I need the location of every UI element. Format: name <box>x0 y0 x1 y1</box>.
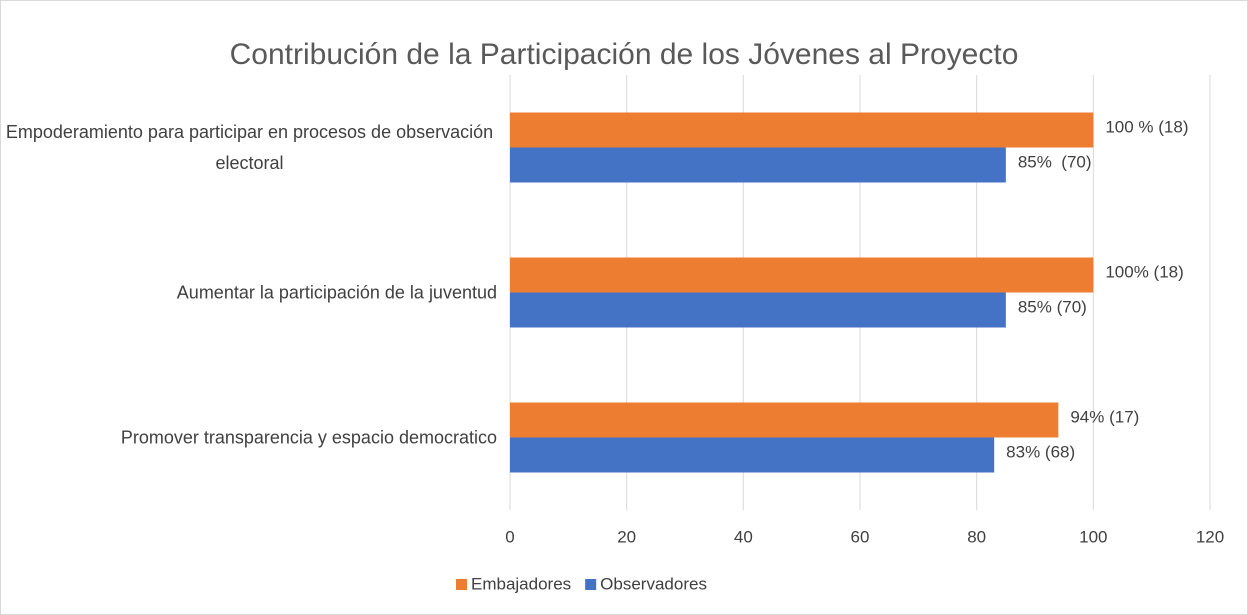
legend-swatch <box>456 579 467 590</box>
data-label: 100 % (18) <box>1105 117 1188 136</box>
data-label: 94% (17) <box>1070 407 1139 426</box>
legend-swatch <box>585 579 597 590</box>
x-tick-label: 0 <box>505 527 514 546</box>
data-label: 85% (70) <box>1018 152 1092 171</box>
data-label: 83% (68) <box>1006 442 1075 461</box>
bar <box>510 112 1094 148</box>
bar <box>510 257 1094 293</box>
chart-title: Contribución de la Participación de los … <box>230 38 1019 71</box>
bar <box>510 437 995 473</box>
y-tick-label: Promover transparencia y espacio democra… <box>120 427 497 447</box>
x-tick-label: 120 <box>1196 527 1224 546</box>
data-label: 85% (70) <box>1018 297 1087 316</box>
x-tick-label: 100 <box>1079 527 1107 546</box>
x-tick-label: 80 <box>967 527 986 546</box>
legend-label: Embajadores <box>471 574 571 593</box>
x-tick-label: 40 <box>734 527 753 546</box>
y-tick-label: Aumentar la participación de la juventud <box>176 282 497 302</box>
bar <box>510 292 1006 328</box>
data-label: 100% (18) <box>1105 262 1183 281</box>
x-tick-label: 20 <box>617 527 636 546</box>
x-tick-label: 60 <box>851 527 870 546</box>
bar <box>510 402 1059 438</box>
bar <box>510 147 1006 183</box>
legend-label: Observadores <box>600 574 707 593</box>
y-tick-label: Empoderamiento para participar en proces… <box>5 121 494 173</box>
